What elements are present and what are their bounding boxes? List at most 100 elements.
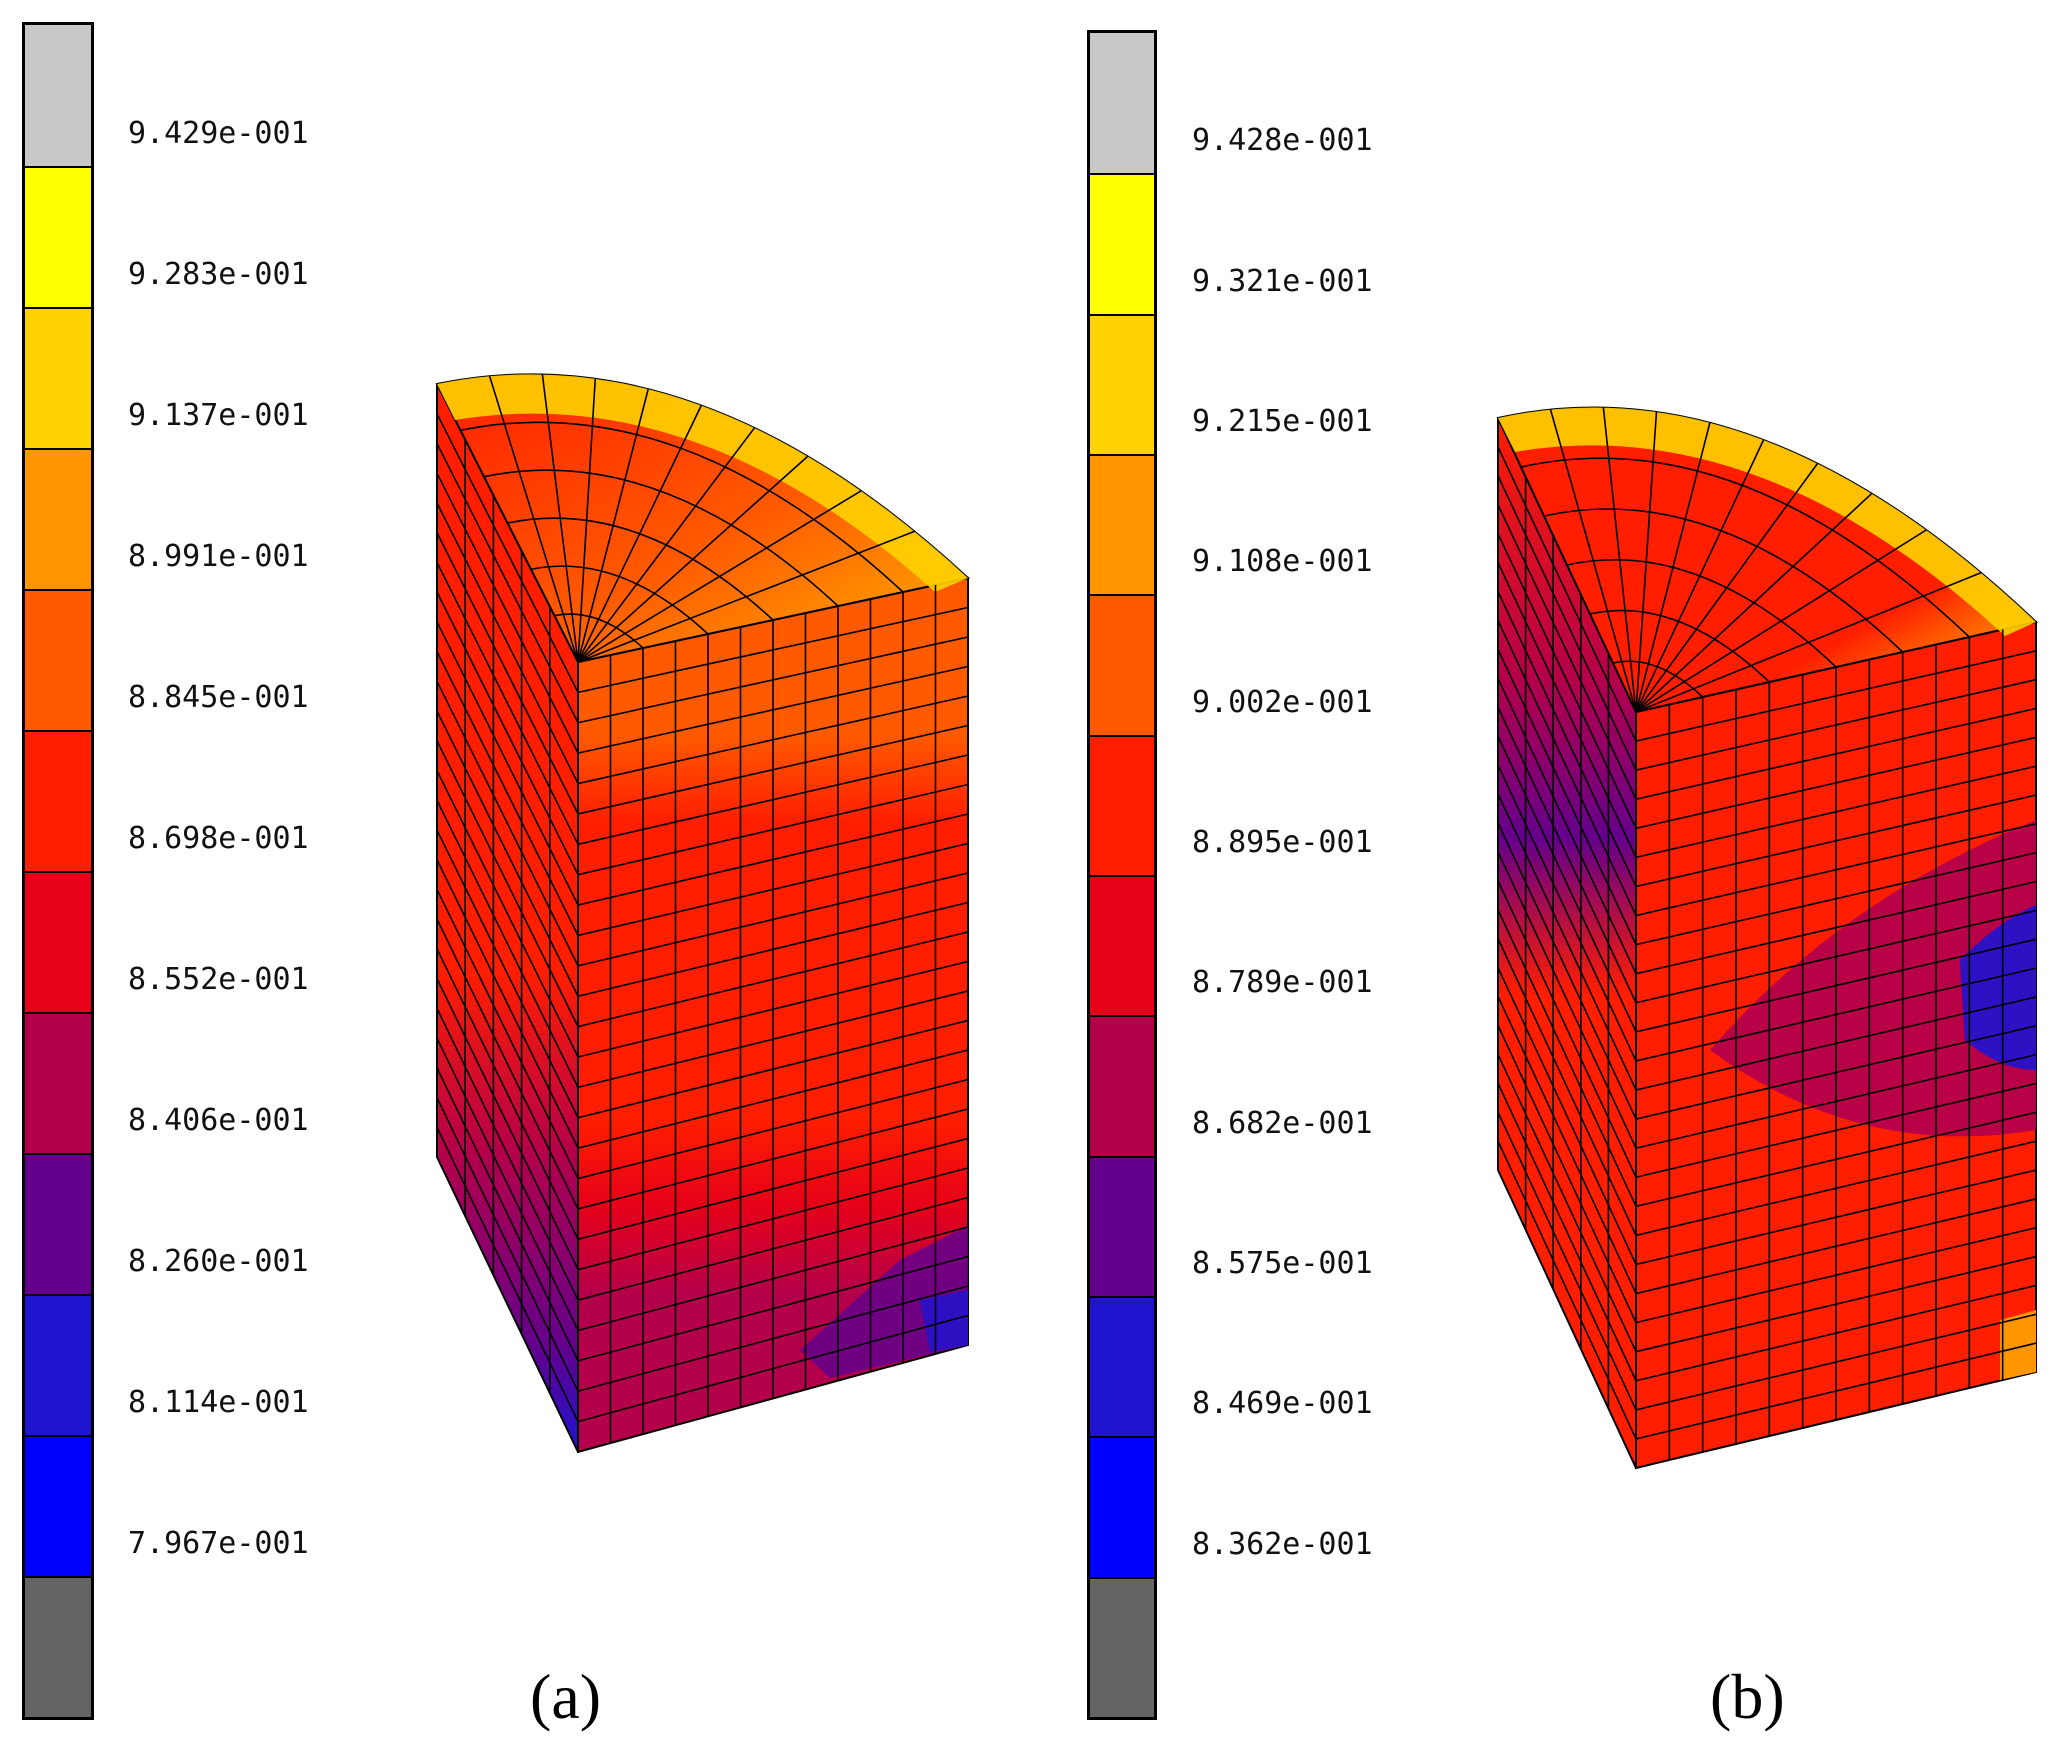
- mesh-grid-line: [1497, 938, 1637, 1236]
- colorbar-b-segment: [1090, 1436, 1154, 1577]
- mesh-grid-line: [436, 918, 579, 1210]
- caption-a: (a): [530, 1661, 602, 1732]
- mesh-grid-line: [1497, 735, 1637, 1033]
- mesh-b-orange-edge: [2000, 1310, 2036, 1380]
- mesh-grid-line: [488, 375, 579, 663]
- mesh-b-blue-region: [1960, 905, 2036, 1070]
- colorbar-b-segment: [1090, 454, 1154, 595]
- colorbar-b-tick-label: 9.002e-001: [1192, 684, 1373, 720]
- mesh-grid-line: [1497, 677, 1637, 975]
- colorbar-a-segment: [25, 25, 91, 166]
- mesh-a-rim-front: [920, 1290, 968, 1352]
- mesh-grid-line: [436, 651, 579, 936]
- mesh-a-top-rim: [437, 374, 968, 592]
- colorbar-a-tick-label: 8.260e-001: [128, 1244, 309, 1279]
- mesh-grid-line: [1497, 764, 1637, 1062]
- mesh-b-purple-region: [1710, 820, 2036, 1137]
- mesh-grid-line: [1497, 1053, 1637, 1353]
- mesh-grid-line: [1497, 909, 1637, 1207]
- colorbar-a: [22, 22, 94, 1720]
- colorbar-b-segment: [1090, 1015, 1154, 1156]
- colorbar-a-tick-label: 9.137e-001: [128, 398, 309, 433]
- colorbar-b-segment: [1090, 1576, 1154, 1717]
- colorbar-b: [1087, 30, 1157, 1720]
- mesh-grid-line: [1602, 407, 1637, 713]
- mesh-grid-line: [577, 388, 649, 663]
- colorbar-b-segment: [1090, 1155, 1154, 1296]
- colorbar-b-tick-label: 9.108e-001: [1192, 544, 1373, 580]
- mesh-grid-line: [1497, 533, 1637, 829]
- mesh-grid-line: [1635, 411, 1658, 713]
- mesh-grid-line: [436, 621, 579, 906]
- mesh-grid-line: [577, 530, 915, 663]
- colorbar-a-segment: [25, 871, 91, 1012]
- caption-b: (b): [1710, 1661, 1785, 1732]
- mesh-grid-line: [541, 374, 579, 663]
- mesh-grid-line: [1635, 463, 1819, 713]
- mesh-grid-line: [1635, 439, 1765, 713]
- mesh-grid-line: [436, 770, 579, 1058]
- mesh-grid-line: [577, 405, 702, 663]
- mesh-grid-line: [436, 680, 579, 967]
- mesh-grid-line: [577, 455, 809, 663]
- mesh-grid-line: [436, 710, 579, 997]
- mesh-grid-line: [436, 472, 579, 754]
- mesh-grid-line: [436, 413, 579, 693]
- mesh-grid-line: [1635, 493, 1873, 713]
- colorbar-b-segment: [1090, 313, 1154, 454]
- mesh-grid-line: [436, 948, 579, 1240]
- colorbar-b-tick-label: 8.362e-001: [1192, 1526, 1373, 1562]
- colorbar-a-segment: [25, 589, 91, 730]
- mesh-grid-line: [436, 799, 579, 1088]
- colorbar-a-tick-label: 8.114e-001: [128, 1385, 309, 1420]
- mesh-b-top-rim: [1498, 407, 2036, 636]
- colorbar-a-tick-label: 9.429e-001: [128, 116, 309, 151]
- colorbar-b-segment: [1090, 173, 1154, 314]
- colorbar-b-segment: [1090, 875, 1154, 1016]
- mesh-grid-line: [1497, 996, 1637, 1294]
- mesh-grid-line: [1497, 475, 1637, 771]
- mesh-grid-line: [1497, 446, 1637, 742]
- mesh-grid-line: [436, 502, 579, 784]
- mesh-grid-line: [436, 443, 579, 724]
- colorbar-a-segment: [25, 1435, 91, 1576]
- colorbar-a-segment: [25, 448, 91, 589]
- mesh-grid-line: [1497, 1140, 1637, 1440]
- colorbar-b-tick-label: 9.428e-001: [1192, 123, 1373, 159]
- mesh-grid-line: [1497, 967, 1637, 1265]
- mesh-grid-line: [577, 490, 862, 663]
- colorbar-b-segment: [1090, 734, 1154, 875]
- mesh-grid-line: [1497, 620, 1637, 916]
- mesh-grid-line: [436, 1007, 579, 1301]
- colorbar-a-segment: [25, 1576, 91, 1717]
- colorbar-b-segment: [1090, 33, 1154, 174]
- mesh-grid-line: [1497, 562, 1637, 858]
- mesh-grid-line: [1497, 706, 1637, 1004]
- colorbar-b-tick-label: 8.575e-001: [1192, 1246, 1373, 1281]
- mesh-grid-line: [436, 562, 579, 845]
- mesh-grid-line: [436, 591, 579, 876]
- colorbar-b-segment: [1090, 1296, 1154, 1437]
- mesh-grid-line: [436, 740, 579, 1027]
- mesh-grid-line: [1497, 793, 1637, 1091]
- colorbar-a-segment: [25, 166, 91, 307]
- colorbar-b-tick-label: 9.321e-001: [1192, 263, 1373, 299]
- colorbar-a-tick-label: 7.967e-001: [128, 1526, 309, 1561]
- colorbar-a-segment: [25, 1153, 91, 1294]
- mesh-grid-line: [1497, 880, 1637, 1178]
- mesh-grid-line: [577, 378, 597, 663]
- colorbar-a-segment: [25, 1294, 91, 1435]
- colorbar-a-tick-label: 8.698e-001: [128, 821, 309, 856]
- mesh-grid-line: [436, 859, 579, 1149]
- mesh-grid-line: [436, 829, 579, 1119]
- colorbar-a-tick-label: 8.406e-001: [128, 1103, 309, 1138]
- mesh-grid-line: [1635, 422, 1711, 713]
- mesh-grid-line: [1635, 529, 1927, 713]
- colorbar-b-tick-label: 9.215e-001: [1192, 404, 1373, 439]
- mesh-grid-line: [1497, 1025, 1637, 1323]
- colorbar-a-segment: [25, 1012, 91, 1153]
- mesh-grid-line: [436, 1067, 579, 1362]
- mesh-grid-line: [1497, 649, 1637, 945]
- colorbar-b-segment: [1090, 594, 1154, 735]
